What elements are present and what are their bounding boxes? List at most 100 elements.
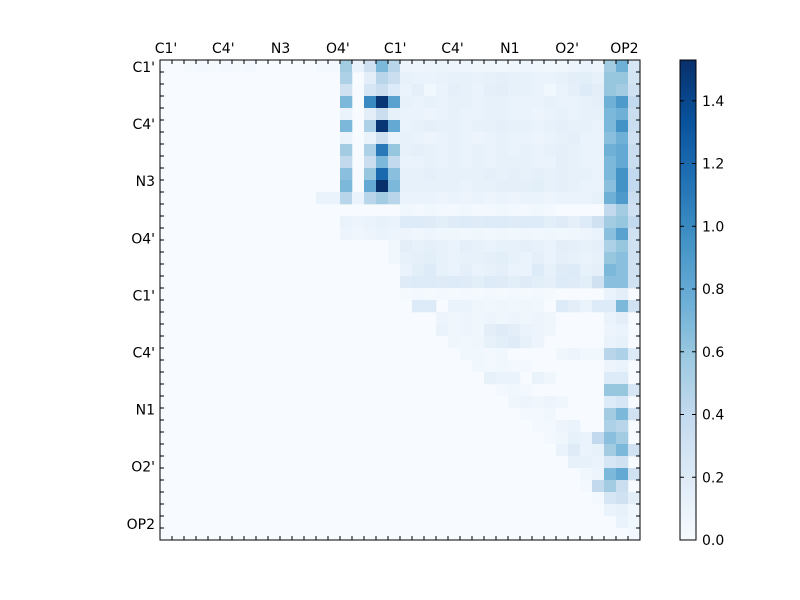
heatmap-cell xyxy=(556,180,569,193)
heatmap-cell xyxy=(472,204,485,217)
heatmap-cell xyxy=(340,180,353,193)
heatmap-cell xyxy=(412,144,425,157)
heatmap-cell xyxy=(604,372,617,385)
heatmap-cell xyxy=(508,300,521,313)
heatmap-cell xyxy=(580,144,593,157)
heatmap-cell xyxy=(616,240,629,253)
heatmap-cell xyxy=(508,384,521,397)
heatmap-cell xyxy=(628,204,641,217)
heatmap-cell xyxy=(196,60,209,73)
heatmap-cell xyxy=(604,132,617,145)
heatmap-cell xyxy=(592,456,605,469)
heatmap-cell xyxy=(628,108,641,121)
heatmap-cell xyxy=(628,468,641,481)
heatmap-cell xyxy=(628,240,641,253)
heatmap-cell xyxy=(580,468,593,481)
heatmap-cell xyxy=(628,192,641,205)
heatmap-cell xyxy=(520,204,533,217)
heatmap-cell xyxy=(604,84,617,97)
y-tick-label: N3 xyxy=(136,174,155,190)
heatmap-cell xyxy=(532,372,545,385)
heatmap-cell xyxy=(496,372,509,385)
heatmap-cell xyxy=(556,228,569,241)
heatmap-cell xyxy=(496,240,509,253)
heatmap-cell xyxy=(388,132,401,145)
heatmap-cell xyxy=(628,252,641,265)
heatmap-cell xyxy=(388,84,401,97)
heatmap-cell xyxy=(616,396,629,409)
heatmap-cell xyxy=(340,192,353,205)
heatmap-cell xyxy=(496,60,509,73)
heatmap-cell xyxy=(484,300,497,313)
heatmap-cell xyxy=(556,264,569,277)
heatmap-cell xyxy=(460,204,473,217)
heatmap-cell xyxy=(544,180,557,193)
heatmap-cell xyxy=(508,168,521,181)
heatmap-cell xyxy=(424,96,437,109)
heatmap-cell xyxy=(556,84,569,97)
heatmap-cell xyxy=(412,252,425,265)
heatmap-cell xyxy=(400,228,413,241)
heatmap-cell xyxy=(616,120,629,133)
heatmap-cell xyxy=(604,324,617,337)
heatmap-cell xyxy=(568,72,581,85)
heatmap-cell xyxy=(496,72,509,85)
colorbar-tick-label: 1.2 xyxy=(702,157,724,173)
heatmap-cell xyxy=(568,120,581,133)
heatmap-cell xyxy=(580,216,593,229)
heatmap-cell xyxy=(616,264,629,277)
heatmap-cell xyxy=(472,72,485,85)
heatmap-cell xyxy=(472,348,485,361)
heatmap-cell xyxy=(592,96,605,109)
heatmap-cell xyxy=(520,96,533,109)
heatmap-cell xyxy=(448,168,461,181)
heatmap-cell xyxy=(604,492,617,505)
heatmap-cell xyxy=(460,84,473,97)
heatmap-cell xyxy=(436,216,449,229)
heatmap-cell xyxy=(616,336,629,349)
heatmap-cell xyxy=(448,312,461,325)
heatmap-cell xyxy=(496,300,509,313)
heatmap-cell xyxy=(544,204,557,217)
heatmap-cell xyxy=(628,444,641,457)
heatmap-cell xyxy=(484,204,497,217)
heatmap-cell xyxy=(364,168,377,181)
heatmap-cell xyxy=(556,144,569,157)
heatmap-cell xyxy=(628,516,641,529)
heatmap-cell xyxy=(388,252,401,265)
heatmap-cell xyxy=(592,60,605,73)
heatmap-cell xyxy=(460,120,473,133)
heatmap-cell xyxy=(568,300,581,313)
heatmap-cell xyxy=(520,228,533,241)
heatmap-cell xyxy=(472,156,485,169)
heatmap-cell xyxy=(556,96,569,109)
heatmap-cell xyxy=(580,108,593,121)
heatmap-cell xyxy=(424,156,437,169)
colorbar-tick-label: 0.6 xyxy=(702,345,724,361)
heatmap-cell xyxy=(352,60,365,73)
heatmap-cell xyxy=(424,72,437,85)
heatmap-cell xyxy=(616,228,629,241)
heatmap-cell xyxy=(340,168,353,181)
heatmap-cell xyxy=(520,252,533,265)
heatmap-cell xyxy=(412,96,425,109)
y-tick-labels: C1' C4' N3 O4' C1' C4' N1 O2' OP2 xyxy=(127,60,155,533)
heatmap-cell xyxy=(580,264,593,277)
heatmap-cell xyxy=(532,168,545,181)
heatmap-cell xyxy=(340,60,353,73)
heatmap-cell xyxy=(448,204,461,217)
heatmap-cell xyxy=(472,300,485,313)
heatmap-cell xyxy=(520,108,533,121)
heatmap-cell xyxy=(532,288,545,301)
heatmap-cell xyxy=(568,216,581,229)
heatmap-cell xyxy=(604,168,617,181)
heatmap-cell xyxy=(412,264,425,277)
heatmap-cell xyxy=(628,60,641,73)
heatmap-cell xyxy=(484,360,497,373)
heatmap-cell xyxy=(460,336,473,349)
heatmap-cell xyxy=(436,192,449,205)
heatmap-cell xyxy=(400,252,413,265)
heatmap-cell xyxy=(388,108,401,121)
y-tick-label: C4' xyxy=(132,346,155,362)
heatmap-cell xyxy=(436,264,449,277)
